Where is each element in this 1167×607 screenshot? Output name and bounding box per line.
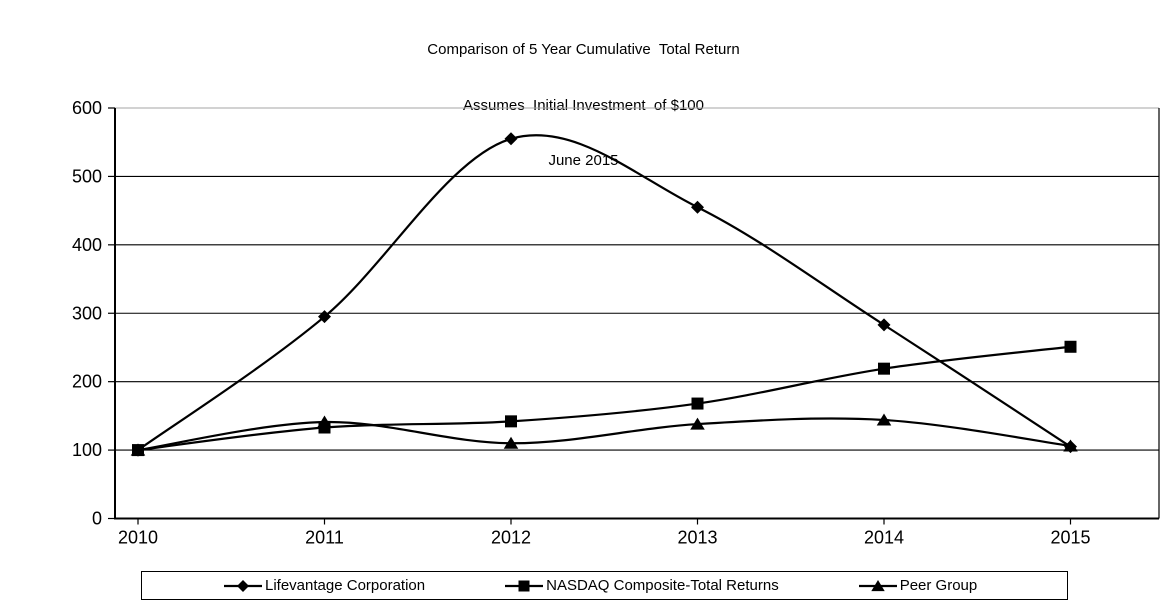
chart-legend: Lifevantage Corporation NASDAQ Composite…	[141, 571, 1068, 600]
svg-text:500: 500	[72, 166, 102, 186]
svg-text:300: 300	[72, 303, 102, 323]
svg-text:2014: 2014	[864, 528, 904, 548]
legend-label-lifevantage: Lifevantage Corporation	[265, 577, 426, 594]
chart-title-line1: Comparison of 5 Year Cumulative Total Re…	[427, 41, 740, 58]
svg-text:0: 0	[92, 509, 102, 529]
legend-item-lifevantage: Lifevantage Corporation	[224, 577, 425, 594]
svg-text:400: 400	[72, 235, 102, 255]
legend-label-nasdaq: NASDAQ Composite-Total Returns	[546, 577, 779, 594]
svg-text:200: 200	[72, 372, 102, 392]
diamond-marker-icon	[224, 579, 262, 592]
square-marker-icon	[505, 580, 544, 591]
svg-text:2011: 2011	[305, 528, 344, 548]
triangle-marker-icon	[858, 579, 897, 591]
chart-plot-area: 0 100 200 300 400 500 600 2010 2011 2012 2013 2014 2…	[72, 98, 1160, 548]
legend-item-nasdaq: NASDAQ Composite-Total Returns	[505, 577, 779, 594]
svg-text:2013: 2013	[677, 528, 717, 548]
svg-text:2010: 2010	[118, 528, 158, 548]
legend-label-peer-group: Peer Group	[899, 577, 978, 594]
svg-text:2012: 2012	[491, 528, 531, 548]
svg-text:600: 600	[72, 98, 102, 118]
chart-title: Comparison of 5 Year Cumulative Total Re…	[0, 4, 1167, 208]
svg-text:100: 100	[72, 440, 102, 460]
svg-text:2015: 2015	[1050, 528, 1090, 548]
chart-title-line2: Assumes Initial Investment of $100	[463, 96, 704, 114]
legend-item-peer-group: Peer Group	[858, 577, 978, 594]
chart-title-line3: June 2015	[548, 152, 619, 169]
